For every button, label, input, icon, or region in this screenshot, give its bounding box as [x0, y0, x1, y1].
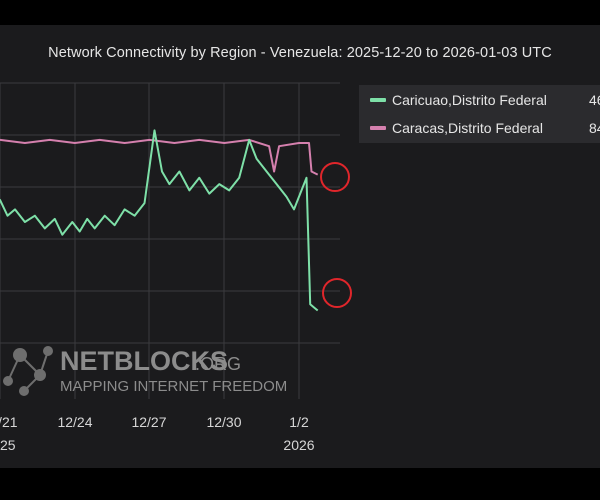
chart-canvas: NETBLOCKS .ORG MAPPING INTERNET FREEDOM …: [0, 82, 352, 453]
watermark-tagline: MAPPING INTERNET FREEDOM: [60, 378, 287, 395]
series-line-caracas: [0, 138, 319, 176]
series-line-caricuao: [0, 129, 319, 312]
chart-panel: Network Connectivity by Region - Venezue…: [0, 25, 600, 468]
x-tick-label: 12/24: [57, 414, 92, 430]
netblocks-watermark: NETBLOCKS .ORG MAPPING INTERNET FREEDOM: [3, 346, 287, 396]
legend-swatch-caracas: [370, 126, 386, 130]
annotations: [320, 162, 352, 308]
legend: Caricuao,Distrito Federal 46 Caracas,Dis…: [359, 85, 600, 143]
annotation-circle-caracas: [320, 162, 350, 192]
legend-label-caricuao: Caricuao,Distrito Federal: [392, 92, 547, 108]
x-tick-label: 12/27: [131, 414, 166, 430]
legend-value-caricuao: 46: [589, 92, 600, 108]
grid-lines: [0, 82, 340, 399]
x-tick-label: 12/30: [206, 414, 241, 430]
legend-swatch-caricuao: [370, 98, 386, 102]
annotation-circle-caricuao: [322, 278, 352, 308]
legend-item-caracas[interactable]: Caracas,Distrito Federal 84: [359, 116, 600, 140]
watermark-brand: NETBLOCKS: [60, 346, 228, 376]
x-year-label: 2026: [283, 437, 314, 453]
x-tick-label: 12/21: [0, 414, 18, 430]
x-year-label: 2025: [0, 437, 16, 453]
series-layer: [0, 129, 319, 312]
chart-title: Network Connectivity by Region - Venezue…: [48, 45, 552, 61]
legend-value-caracas: 84: [589, 120, 600, 136]
netblocks-logo-icon: [3, 346, 53, 396]
watermark-suffix: .ORG: [195, 354, 241, 374]
legend-label-caracas: Caracas,Distrito Federal: [392, 120, 543, 136]
legend-item-caricuao[interactable]: Caricuao,Distrito Federal 46: [359, 88, 600, 112]
x-tick-label: 1/2: [289, 414, 309, 430]
x-axis-ticks: 12/21 12/24 12/27 12/30 1/2 2025 2026: [0, 414, 315, 453]
